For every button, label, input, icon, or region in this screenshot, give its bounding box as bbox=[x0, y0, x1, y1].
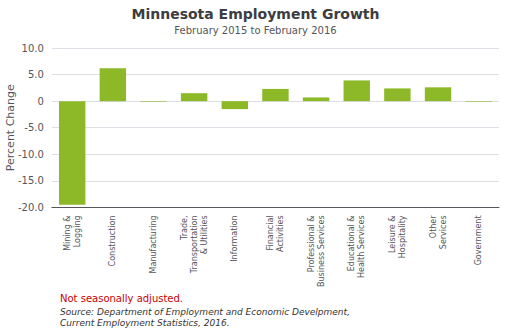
svg-text:Percent Change: Percent Change bbox=[4, 84, 17, 171]
svg-text:Health Services: Health Services bbox=[357, 215, 366, 278]
svg-text:Construction: Construction bbox=[108, 215, 117, 266]
svg-text:Professional &: Professional & bbox=[307, 215, 316, 272]
svg-text:Leisure &: Leisure & bbox=[388, 215, 397, 253]
svg-text:Transportation: Transportation bbox=[190, 215, 199, 274]
svg-text:Current Employment Statistics,: Current Employment Statistics, 2016. bbox=[60, 318, 230, 328]
svg-text:Educational &: Educational & bbox=[347, 215, 356, 271]
svg-text:Business Services: Business Services bbox=[317, 215, 326, 287]
svg-text:Not seasonally adjusted.: Not seasonally adjusted. bbox=[60, 293, 183, 304]
svg-text:Manufacturing: Manufacturing bbox=[149, 215, 158, 273]
svg-text:Logging: Logging bbox=[73, 215, 82, 247]
svg-text:Activities: Activities bbox=[276, 215, 285, 252]
svg-text:-5.0: -5.0 bbox=[24, 122, 44, 133]
svg-text:Minnesota Employment Growth: Minnesota Employment Growth bbox=[131, 6, 379, 22]
svg-text:5.0: 5.0 bbox=[28, 69, 44, 80]
svg-text:-10.0: -10.0 bbox=[18, 149, 44, 160]
svg-text:Trade,: Trade, bbox=[180, 215, 189, 240]
svg-text:Hospitality: Hospitality bbox=[398, 215, 407, 258]
svg-text:Services: Services bbox=[439, 215, 448, 249]
svg-text:10.0: 10.0 bbox=[22, 43, 44, 54]
svg-text:& Utilities: & Utilities bbox=[200, 215, 209, 254]
svg-text:Government: Government bbox=[474, 215, 483, 265]
svg-text:Financial: Financial bbox=[266, 215, 275, 250]
svg-text:Mining &: Mining & bbox=[63, 215, 72, 250]
svg-text:Source: Department of Employme: Source: Department of Employment and Eco… bbox=[60, 307, 350, 317]
svg-text:-20.0: -20.0 bbox=[18, 202, 44, 213]
svg-text:-15.0: -15.0 bbox=[18, 175, 44, 186]
svg-text:Information: Information bbox=[230, 215, 239, 261]
svg-text:February 2015 to February 2016: February 2015 to February 2016 bbox=[174, 25, 336, 36]
svg-text:Other: Other bbox=[429, 215, 438, 238]
svg-text:0: 0 bbox=[37, 96, 43, 107]
